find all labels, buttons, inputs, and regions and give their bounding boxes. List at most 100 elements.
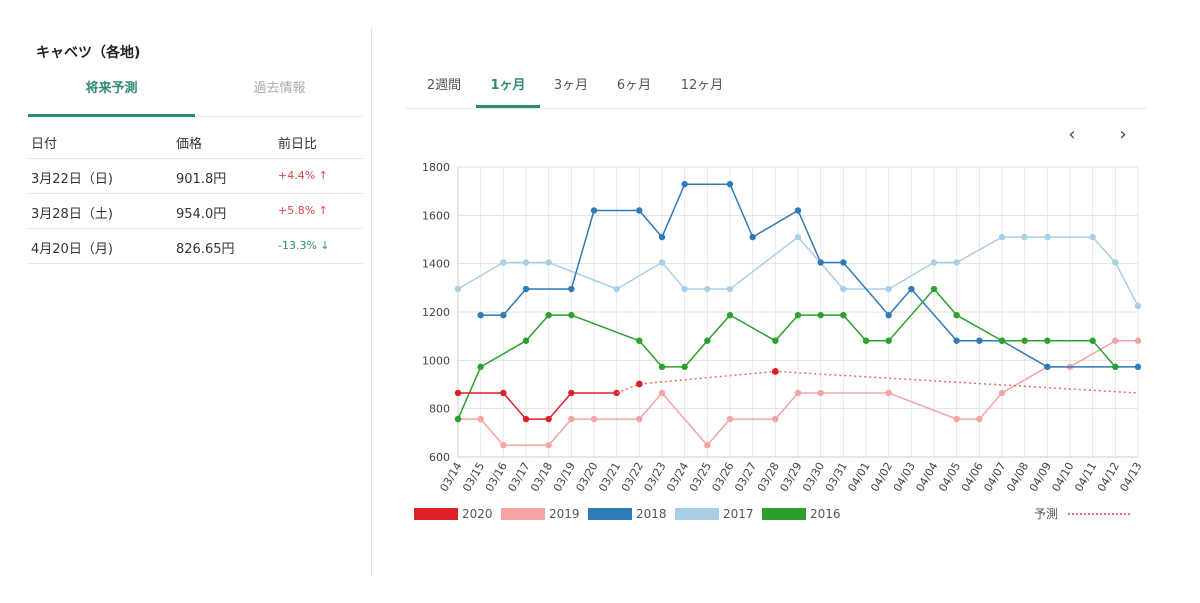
price-table: 日付 価格 前日比 3月22日（日) 901.8円 +4.4% ↑ 3月28日（… xyxy=(28,124,363,264)
data-point xyxy=(1044,233,1051,241)
x-tick-label: 03/25 xyxy=(687,460,714,494)
header-price: 価格 xyxy=(176,137,203,152)
data-point xyxy=(454,285,462,293)
arrow-up-icon: ↑ xyxy=(318,204,328,217)
x-tick-label: 03/24 xyxy=(664,460,691,494)
row-date: 3月22日（日) xyxy=(31,172,113,187)
data-point xyxy=(953,415,960,423)
data-point xyxy=(976,415,983,423)
x-tick-label: 04/04 xyxy=(913,460,940,494)
legend-label: 2017 xyxy=(723,507,754,521)
legend-swatch xyxy=(414,508,458,520)
panel-tabs: 将来予測 過去情報 xyxy=(28,78,363,117)
header-date: 日付 xyxy=(31,137,58,152)
row-price: 826.65円 xyxy=(176,242,235,257)
tab-12months[interactable]: 12ヶ月 xyxy=(680,78,724,93)
data-point xyxy=(568,389,575,397)
data-point xyxy=(726,180,734,188)
data-point xyxy=(636,207,643,214)
legend-swatch xyxy=(675,508,719,520)
data-point xyxy=(568,285,575,293)
data-point xyxy=(885,337,892,344)
data-point xyxy=(953,259,960,266)
data-point xyxy=(681,285,688,293)
x-tick-label: 03/20 xyxy=(573,460,600,494)
data-point xyxy=(522,415,530,423)
data-point xyxy=(590,415,598,423)
tab-2weeks[interactable]: 2週間 xyxy=(426,78,462,93)
table-row: 4月20日（月) 826.65円 -13.3% ↓ xyxy=(28,229,363,264)
chevron-left-icon[interactable]: ‹ xyxy=(1068,124,1076,145)
arrow-up-icon: ↑ xyxy=(318,169,328,182)
x-tick-label: 04/06 xyxy=(959,460,986,494)
x-tick-label: 03/19 xyxy=(551,460,578,494)
legend-swatch xyxy=(588,508,632,520)
legend-label: 2020 xyxy=(462,507,493,521)
x-tick-label: 03/18 xyxy=(528,460,555,494)
row-change: +4.4% ↑ xyxy=(278,169,328,182)
x-tick-label: 03/16 xyxy=(483,460,510,494)
tab-6months[interactable]: 6ヶ月 xyxy=(616,78,652,93)
x-tick-label: 03/30 xyxy=(800,460,827,494)
data-point xyxy=(840,311,847,319)
legend-swatch xyxy=(762,508,806,520)
x-tick-label: 03/17 xyxy=(505,460,532,494)
data-point xyxy=(998,337,1006,344)
range-tabs: 2週間 1ヶ月 3ヶ月 6ヶ月 12ヶ月 xyxy=(406,64,1146,109)
data-point xyxy=(704,441,711,449)
x-tick-label: 04/05 xyxy=(936,460,963,494)
x-tick-label: 04/13 xyxy=(1117,460,1144,494)
x-tick-label: 04/10 xyxy=(1049,460,1076,494)
legend-label: 2019 xyxy=(549,507,580,521)
legend-label: 予測 xyxy=(1034,507,1058,521)
row-date: 3月28日（土) xyxy=(31,207,113,222)
table-header: 日付 価格 前日比 xyxy=(28,124,363,159)
tab-history[interactable]: 過去情報 xyxy=(253,81,306,96)
x-tick-label: 04/02 xyxy=(868,460,895,494)
data-point xyxy=(500,311,507,319)
data-point xyxy=(1112,337,1119,344)
data-point xyxy=(885,311,892,319)
data-point xyxy=(522,285,530,293)
x-tick-label: 04/12 xyxy=(1095,460,1122,494)
x-tick-label: 03/23 xyxy=(641,460,668,494)
data-point xyxy=(477,311,484,319)
x-tick-label: 03/26 xyxy=(709,460,736,494)
data-point xyxy=(976,337,983,344)
x-tick-label: 03/31 xyxy=(823,460,850,494)
x-tick-label: 04/07 xyxy=(981,460,1008,494)
data-point xyxy=(772,337,779,344)
data-point xyxy=(885,389,892,397)
data-point xyxy=(500,389,507,397)
data-point xyxy=(953,311,960,319)
chevron-right-icon[interactable]: › xyxy=(1119,124,1127,145)
series-line xyxy=(480,183,1138,368)
table-row: 3月28日（土) 954.0円 +5.8% ↑ xyxy=(28,194,363,229)
data-point xyxy=(726,415,734,423)
data-point xyxy=(794,207,802,214)
y-tick-label: 1000 xyxy=(422,354,450,367)
data-point xyxy=(500,441,507,449)
data-point xyxy=(1134,363,1142,371)
row-change: -13.3% ↓ xyxy=(278,239,330,252)
x-tick-label: 04/08 xyxy=(1004,460,1031,494)
forecast-point xyxy=(771,368,779,375)
data-point xyxy=(704,285,711,293)
tab-3months[interactable]: 3ヶ月 xyxy=(553,78,589,93)
data-point xyxy=(794,233,802,241)
tab-forecast[interactable]: 将来予測 xyxy=(28,78,195,117)
data-point xyxy=(1112,363,1119,371)
x-tick-label: 03/29 xyxy=(777,460,804,494)
y-tick-label: 1800 xyxy=(422,161,450,174)
data-point xyxy=(545,259,552,266)
series-line xyxy=(616,370,1139,394)
data-point xyxy=(658,259,666,266)
x-tick-label: 03/22 xyxy=(619,460,646,494)
data-point xyxy=(658,389,666,397)
data-point xyxy=(681,363,688,371)
data-point xyxy=(500,259,507,266)
data-point xyxy=(1021,233,1028,241)
tab-1month[interactable]: 1ヶ月 xyxy=(476,74,540,108)
x-tick-label: 04/11 xyxy=(1072,460,1099,494)
row-price: 901.8円 xyxy=(176,172,227,187)
